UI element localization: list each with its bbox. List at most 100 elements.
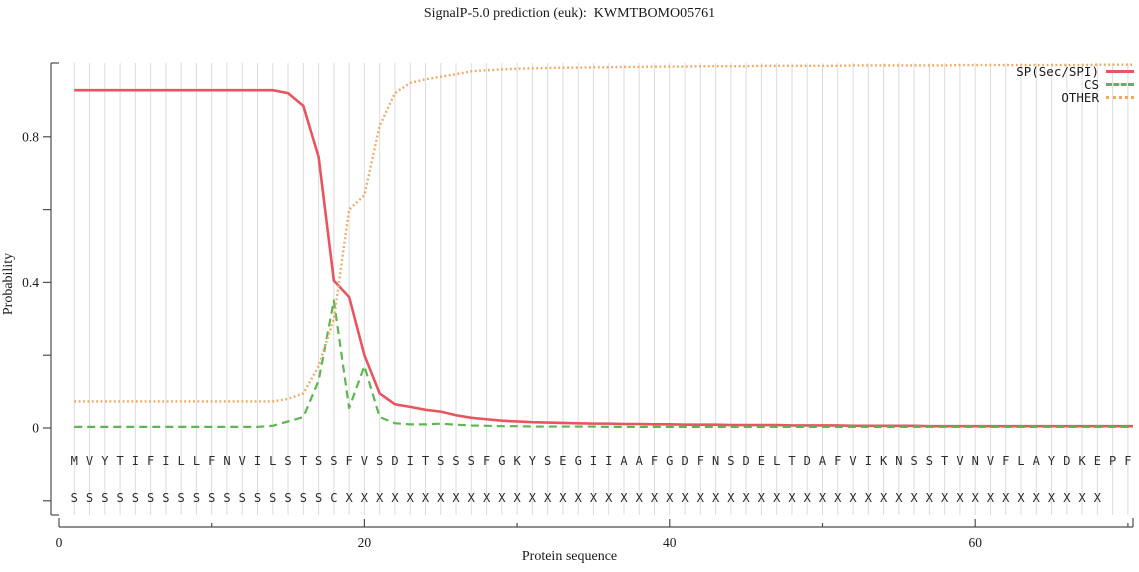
region-mark-letter: S [284,491,291,505]
region-mark-letter: X [666,491,674,505]
region-mark-letter: X [773,491,781,505]
x-axis-tick-label: 20 [358,535,372,550]
region-mark-letter: X [804,491,812,505]
region-mark-letter: S [269,491,276,505]
residue-letter: T [300,454,307,468]
x-axis-tick-label: 60 [968,535,982,550]
legend-line-swatch-sp-sec-spi [1106,70,1134,73]
region-mark-letter: X [468,491,476,505]
residue-letter: S [376,454,383,468]
region-mark-letter: X [575,491,583,505]
legend-label-other: OTHER [1061,90,1099,105]
region-mark-letter: S [223,491,230,505]
region-mark-letter: X [651,491,659,505]
series-line-sp-sec-spi [74,88,1133,428]
residue-letter: F [1124,454,1131,468]
residue-letter: A [1033,454,1041,468]
residue-letter: A [636,454,644,468]
region-mark-letter: X [1078,491,1086,505]
region-mark-letter: X [987,491,995,505]
residue-letter: S [284,454,291,468]
region-mark-letter: X [391,491,399,505]
region-mark-letter: X [529,491,537,505]
region-mark-letter: X [865,491,873,505]
residue-letter: F [697,454,704,468]
region-mark-letter: X [376,491,384,505]
residue-letter: V [239,454,246,468]
region-mark-letter: X [681,491,689,505]
residue-letter: T [788,454,795,468]
residue-letter: F [834,454,841,468]
region-mark-letter: S [116,491,123,505]
region-mark-letter: S [193,491,200,505]
residue-letter: M [71,454,78,468]
residue-letter: Y [101,454,109,468]
residue-letter: N [895,454,902,468]
x-axis-tick-label: 40 [663,535,677,550]
residue-letter: S [911,454,918,468]
region-mark-letter: S [208,491,215,505]
residue-letter: S [468,454,475,468]
y-axis-tick-label: 0.4 [22,275,39,290]
residue-letter: D [743,454,750,468]
region-mark-letter: S [162,491,169,505]
residue-letter: S [437,454,444,468]
region-mark-letter: S [101,491,108,505]
residue-letter: D [681,454,688,468]
region-mark-letter: X [697,491,705,505]
residue-letter: F [651,454,658,468]
region-mark-letter: X [437,491,445,505]
residue-letter: G [498,454,505,468]
residue-letter: I [407,454,414,468]
residue-letter: F [208,454,215,468]
region-mark-letter: S [315,491,322,505]
residue-letter: V [987,454,994,468]
residue-letter: T [941,454,948,468]
region-mark-letter: S [239,491,246,505]
region-mark-letter: X [1094,491,1102,505]
region-mark-letter: S [300,491,307,505]
residue-letter: K [880,454,888,468]
region-mark-letter: X [559,491,567,505]
region-mark-letter: X [788,491,796,505]
region-mark-letter: X [1017,491,1025,505]
residue-letter: G [666,454,673,468]
residue-letter: L [193,454,200,468]
region-mark-letter: X [590,491,598,505]
residue-letter: S [544,454,551,468]
residue-letter: D [391,454,398,468]
legend-label-sp-sec-spi: SP(Sec/SPI) [1016,64,1099,79]
legend-item-sp-sec-spi: SP(Sec/SPI) [1016,65,1134,78]
residue-letter: L [1017,454,1024,468]
region-mark-letter: X [544,491,552,505]
legend-item-other: OTHER [1016,91,1134,104]
region-mark-letter: X [636,491,644,505]
region-mark-letter: X [513,491,521,505]
region-mark-letter: X [422,491,430,505]
region-mark-letter: X [452,491,460,505]
region-mark-letter: X [346,491,354,505]
residue-letter: E [1094,454,1101,468]
y-axis-tick-label: 0 [32,421,39,436]
residue-letter: A [819,454,827,468]
residue-letter: V [361,454,368,468]
region-mark-letter: X [849,491,857,505]
x-axis-tick-label: 0 [56,535,63,550]
residue-letter: D [1063,454,1070,468]
region-mark-letter: X [758,491,766,505]
residue-letter: D [804,454,811,468]
region-mark-letter: X [743,491,751,505]
region-mark-letter: X [1033,491,1041,505]
residue-letter: F [483,454,490,468]
region-mark-letter: X [1048,491,1056,505]
residue-letter: V [956,454,963,468]
residue-letter: F [1002,454,1009,468]
region-mark-letter: X [926,491,934,505]
residue-letter: S [727,454,734,468]
residue-letter: A [620,454,628,468]
residue-letter: S [315,454,322,468]
region-mark-letter: X [819,491,827,505]
residue-letter: E [758,454,765,468]
residue-letter: F [346,454,353,468]
